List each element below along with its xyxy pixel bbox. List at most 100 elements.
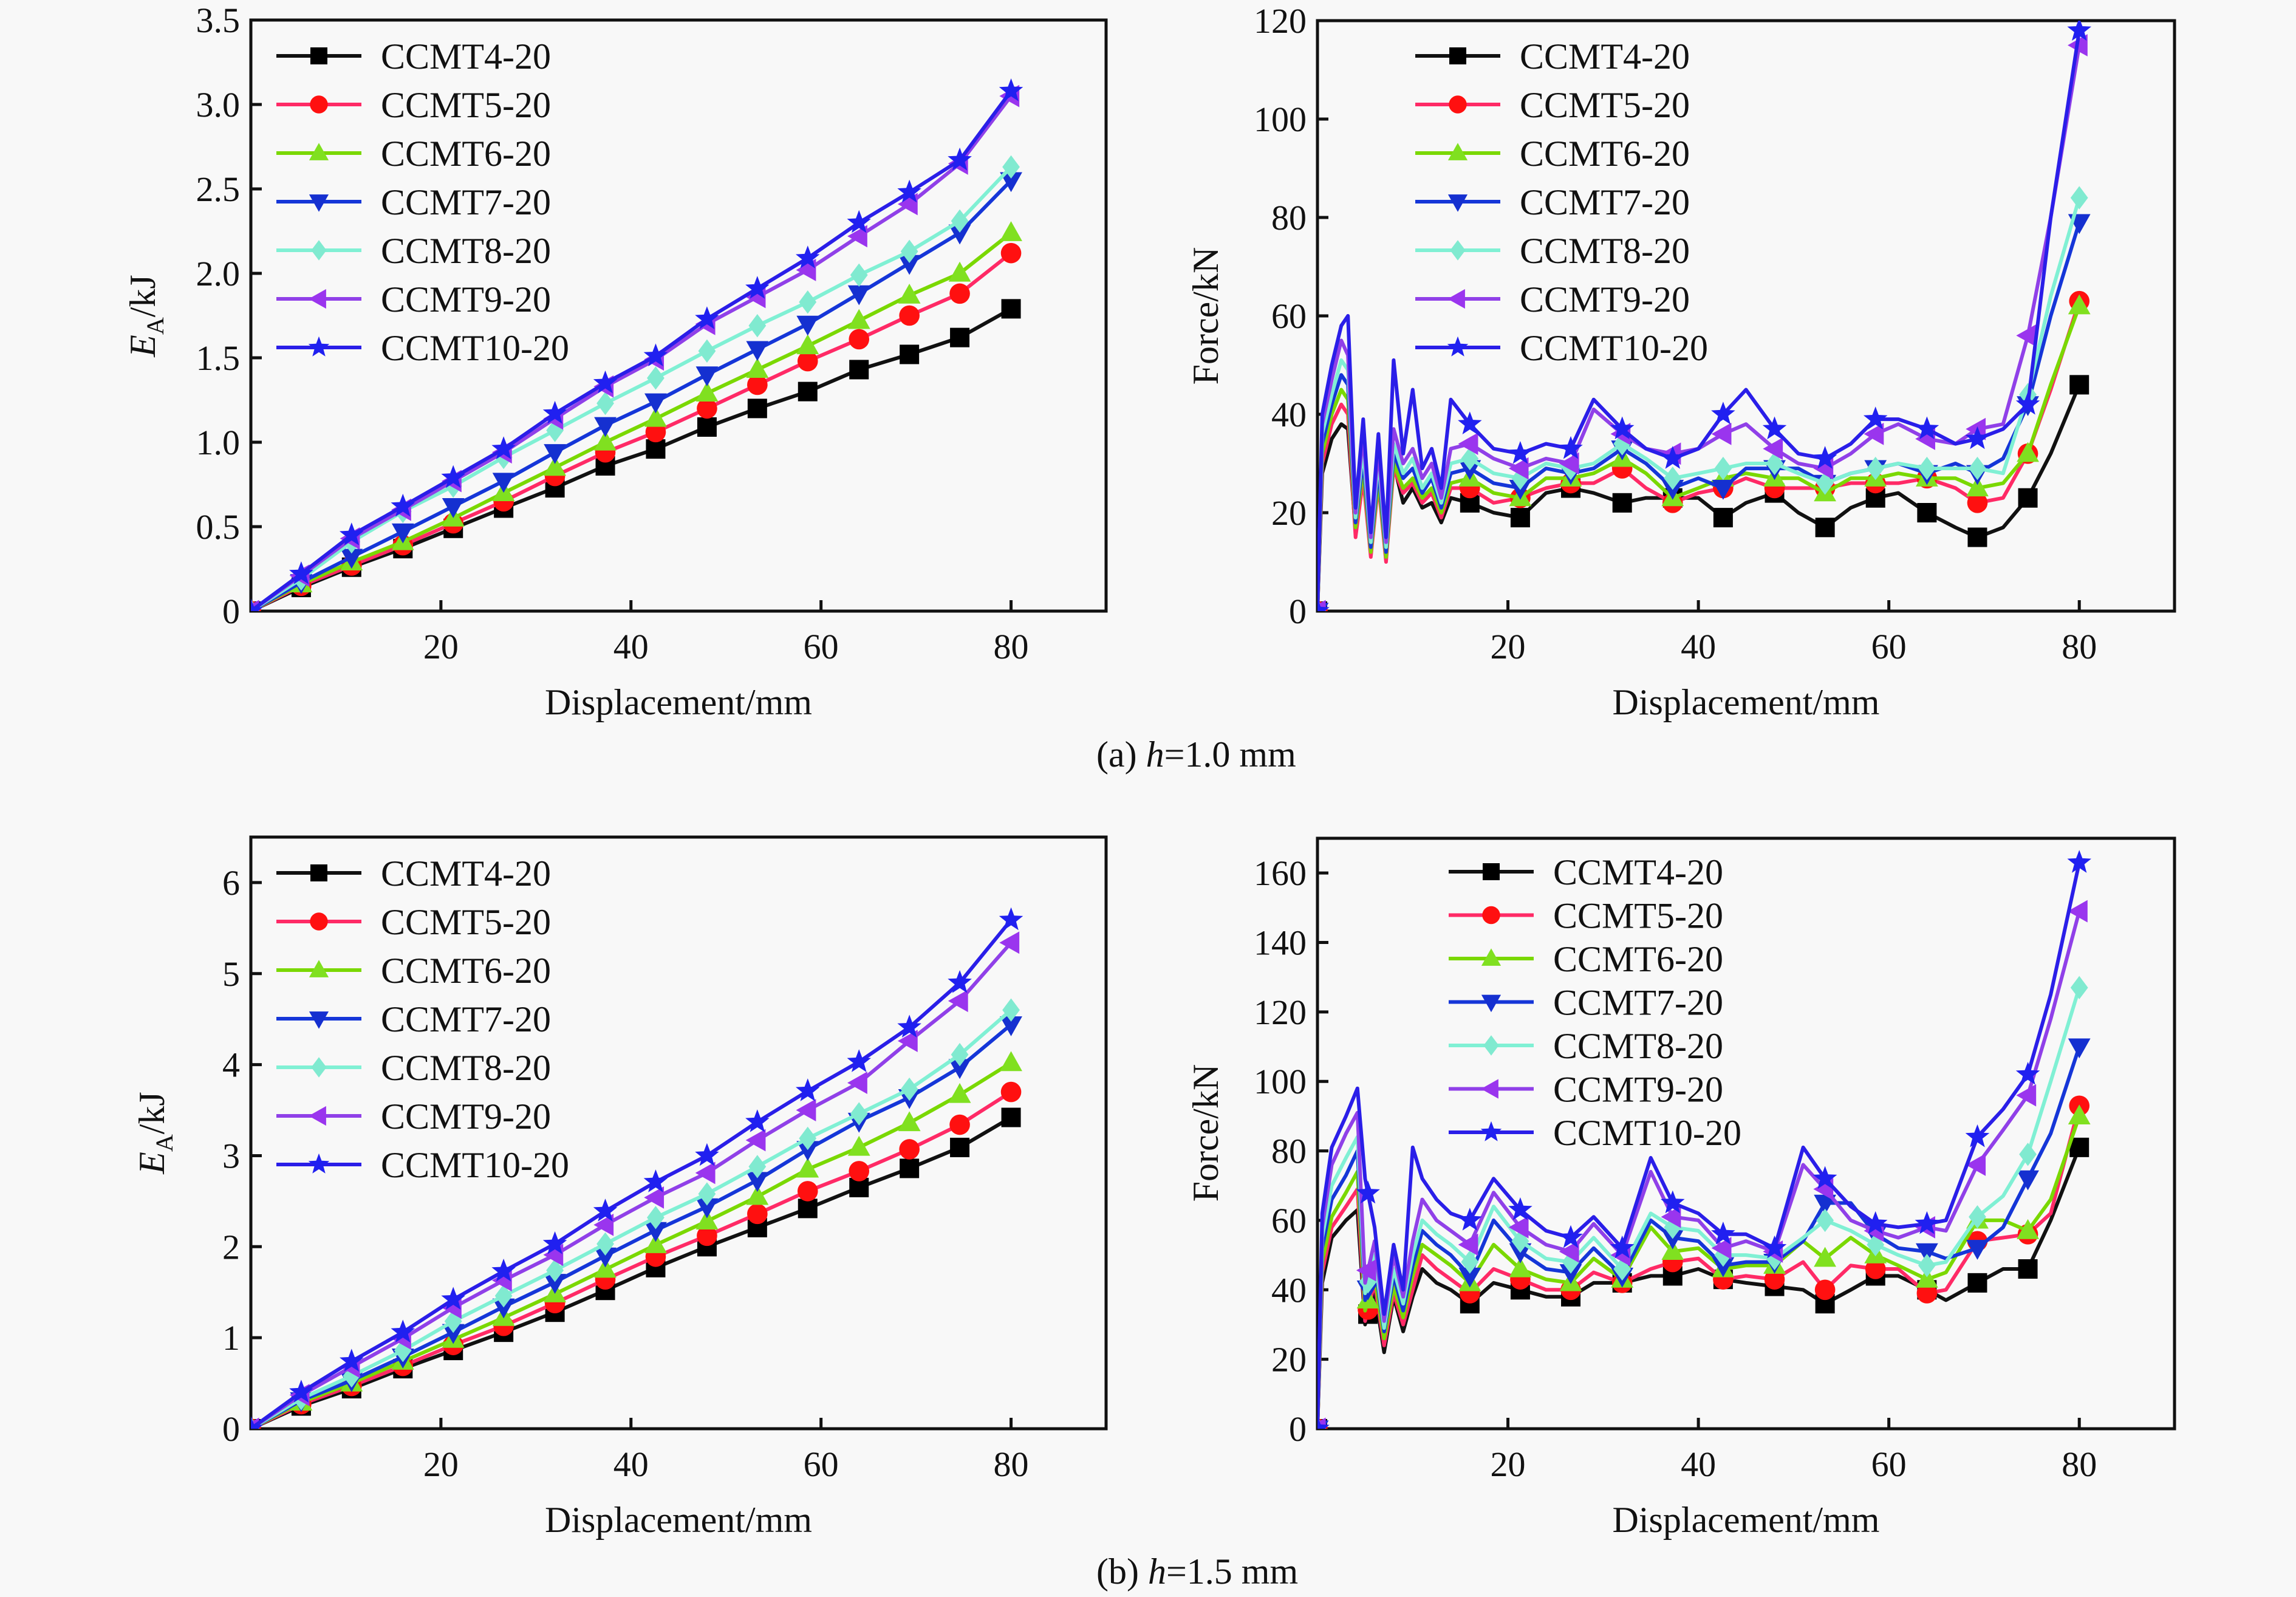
data-point — [643, 343, 668, 366]
data-point — [1000, 1016, 1022, 1036]
data-point — [1000, 1081, 1022, 1103]
series-ccmt9-20 — [1317, 900, 2088, 1429]
data-point — [1510, 508, 1530, 528]
data-point — [542, 400, 567, 424]
data-point — [847, 1072, 867, 1094]
data-point — [899, 305, 920, 326]
data-point — [1714, 456, 1732, 480]
x-axis: 20 40 60 80 — [1491, 600, 2097, 666]
series-line — [251, 941, 1013, 1429]
data-point — [2069, 375, 2089, 395]
data-point — [999, 931, 1020, 954]
x-tick-label: 20 — [423, 627, 459, 666]
x-tick-label: 20 — [1491, 1445, 1526, 1484]
data-point — [1559, 452, 1579, 475]
data-point — [1356, 1259, 1376, 1282]
data-point — [1864, 423, 1884, 445]
legend-marker — [310, 912, 328, 931]
data-point — [1317, 1416, 1330, 1429]
data-point — [1764, 1269, 1785, 1290]
y-tick-label: 120 — [1254, 993, 1307, 1032]
data-point — [746, 358, 769, 378]
data-point — [746, 341, 769, 361]
data-point — [796, 1078, 820, 1101]
data-point — [2067, 850, 2091, 873]
series-line — [251, 918, 1013, 1429]
data-point — [695, 1209, 719, 1229]
data-point — [1965, 426, 1990, 450]
data-point — [1461, 446, 1479, 471]
x-tick-label: 40 — [613, 1445, 649, 1484]
legend-label: CCMT5-20 — [1520, 85, 1690, 125]
y-tick-label: 80 — [1271, 1132, 1307, 1171]
data-point — [251, 598, 263, 611]
data-point — [1562, 1250, 1580, 1274]
data-point — [747, 398, 767, 419]
data-point — [1863, 406, 1888, 429]
data-point — [695, 366, 719, 386]
data-point — [948, 1059, 971, 1079]
legend-marker — [1450, 240, 1466, 261]
legend-item: CCMT8-20 — [276, 231, 551, 271]
data-point — [1763, 437, 1783, 460]
y-tick-label: 0 — [1289, 592, 1307, 631]
data-point — [900, 1158, 920, 1178]
y-axis: 0 1 2 3 4 5 6 — [222, 863, 262, 1449]
data-point — [1918, 1254, 1936, 1277]
data-point — [647, 366, 665, 390]
data-point — [695, 1198, 719, 1219]
data-point — [796, 1141, 819, 1161]
x-axis: 20 40 60 80 — [423, 600, 1029, 666]
x-axis: 20 40 60 80 — [423, 1418, 1029, 1484]
data-point — [1712, 1257, 1735, 1277]
series-line — [251, 95, 1013, 611]
series-line — [1317, 222, 2082, 611]
x-tick-label: 40 — [613, 627, 649, 666]
data-point — [644, 1222, 667, 1242]
legend-label: CCMT10-20 — [1553, 1113, 1741, 1153]
legend-item: CCMT5-20 — [1449, 896, 1723, 936]
y-tick-label: 100 — [1254, 1062, 1307, 1101]
legend-marker — [309, 960, 329, 977]
data-point — [1509, 1257, 1532, 1277]
data-point — [1610, 1235, 1635, 1259]
series-ccmt7-20 — [1317, 214, 2091, 611]
legend-label: CCMT4-20 — [1520, 36, 1690, 77]
data-point — [948, 970, 972, 993]
series-line — [251, 1023, 1013, 1429]
series-line — [251, 1008, 1013, 1429]
x-tick-label: 40 — [1681, 1445, 1716, 1484]
x-tick-label: 60 — [1871, 627, 1907, 666]
data-point — [593, 370, 618, 394]
data-point — [900, 344, 920, 364]
data-point — [594, 417, 617, 437]
data-point — [1458, 433, 1478, 455]
data-point — [1458, 1208, 1482, 1231]
y-axis-title: Force/kN — [1186, 247, 1226, 385]
data-point — [647, 1206, 665, 1229]
data-point — [695, 1143, 719, 1166]
data-point — [745, 276, 770, 299]
x-axis: 20 40 60 80 — [1491, 1418, 2097, 1484]
data-point — [491, 436, 516, 459]
data-point — [745, 1129, 766, 1152]
legend-item: CCMT5-20 — [276, 85, 551, 125]
data-point — [1711, 423, 1732, 445]
legend-item: CCMT5-20 — [276, 902, 551, 942]
legend-item: CCMT5-20 — [1415, 85, 1690, 125]
x-axis-title: Displacement/mm — [545, 682, 812, 722]
data-point — [847, 309, 870, 329]
data-point — [2067, 21, 2091, 41]
data-point — [289, 1380, 313, 1403]
data-point — [594, 430, 617, 451]
legend-item: CCMT8-20 — [276, 1048, 551, 1088]
data-point — [796, 1099, 816, 1121]
y-tick-label: 0.5 — [196, 507, 241, 547]
data-point — [1508, 441, 1532, 464]
plot-area — [251, 907, 1023, 1429]
data-point — [796, 315, 819, 336]
series-line — [251, 179, 1013, 611]
data-point — [897, 1014, 921, 1038]
data-point — [1967, 493, 1988, 513]
data-point — [1559, 1225, 1583, 1248]
